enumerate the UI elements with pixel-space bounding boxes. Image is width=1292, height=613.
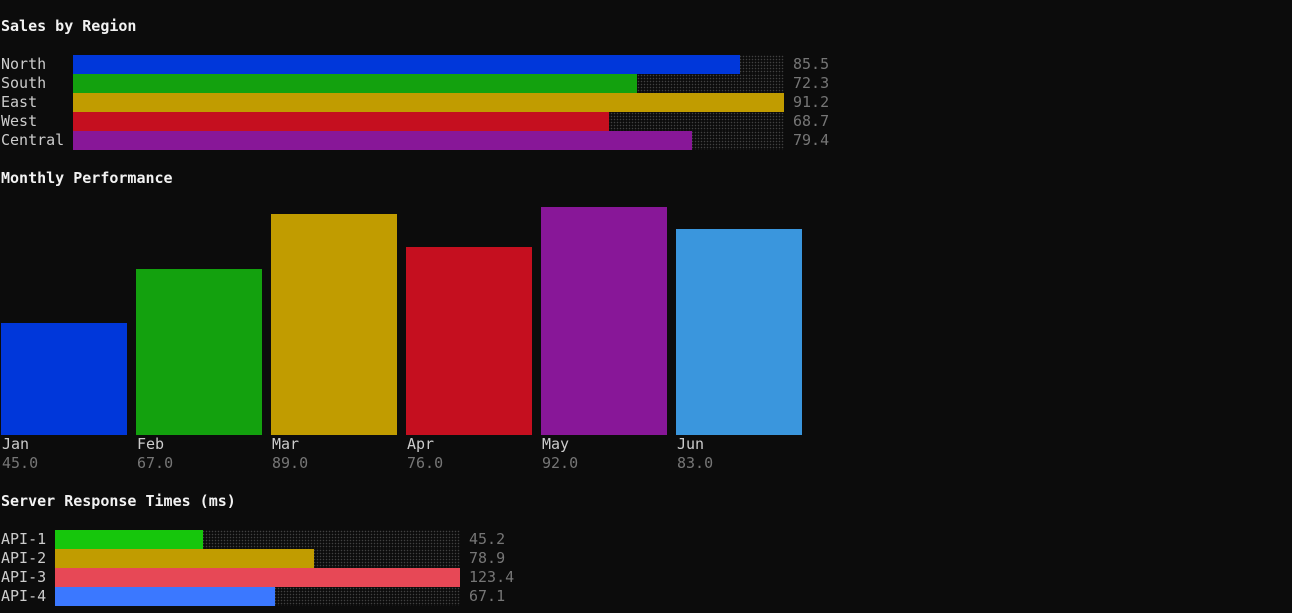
category-label: North bbox=[1, 55, 47, 73]
bar-track bbox=[73, 74, 784, 93]
category-label: South bbox=[1, 74, 47, 92]
bar-row-west: West 68.7 bbox=[0, 112, 864, 131]
bar-track bbox=[73, 131, 784, 150]
bar-row-api-3: API-3 123.4 bbox=[0, 568, 540, 587]
category-label: API-3 bbox=[1, 568, 47, 586]
value-label-apr: 76.0 bbox=[407, 454, 444, 472]
bar-jan bbox=[1, 323, 127, 435]
bar-south bbox=[73, 74, 637, 93]
bar-row-north: North 85.5 bbox=[0, 55, 864, 74]
bar-row-api-2: API-2 78.9 bbox=[0, 549, 540, 568]
category-label-apr: Apr bbox=[407, 435, 435, 453]
bar-track bbox=[55, 587, 460, 606]
value-label-mar: 89.0 bbox=[272, 454, 309, 472]
bar-north bbox=[73, 55, 740, 74]
value-label: 67.1 bbox=[469, 587, 506, 605]
category-label: Central bbox=[1, 131, 65, 149]
value-label: 79.4 bbox=[793, 131, 830, 149]
bar-row-api-1: API-1 45.2 bbox=[0, 530, 540, 549]
sales-by-region-title: Sales by Region bbox=[1, 17, 137, 35]
bar-api-3 bbox=[55, 568, 460, 587]
bar-central bbox=[73, 131, 692, 150]
bar-track bbox=[73, 112, 784, 131]
value-label: 123.4 bbox=[469, 568, 515, 586]
bar-track bbox=[55, 530, 460, 549]
bar-api-1 bbox=[55, 530, 204, 549]
bar-track bbox=[73, 93, 784, 112]
category-label-mar: Mar bbox=[272, 435, 300, 453]
category-label: API-4 bbox=[1, 587, 47, 605]
value-label: 91.2 bbox=[793, 93, 830, 111]
category-label-jan: Jan bbox=[2, 435, 30, 453]
value-label: 85.5 bbox=[793, 55, 830, 73]
category-label: West bbox=[1, 112, 38, 130]
value-label-jan: 45.0 bbox=[2, 454, 39, 472]
bar-api-4 bbox=[55, 587, 276, 606]
bar-track bbox=[73, 55, 784, 74]
bar-apr bbox=[406, 246, 532, 435]
category-label: East bbox=[1, 93, 38, 111]
category-label-feb: Feb bbox=[137, 435, 165, 453]
bar-may bbox=[541, 207, 667, 435]
value-label: 45.2 bbox=[469, 530, 506, 548]
bar-row-central: Central 79.4 bbox=[0, 131, 864, 150]
bar-feb bbox=[136, 268, 262, 435]
value-label: 78.9 bbox=[469, 549, 506, 567]
bar-track bbox=[55, 568, 460, 587]
bar-jun bbox=[676, 229, 802, 435]
bar-row-api-4: API-4 67.1 bbox=[0, 587, 540, 606]
bar-west bbox=[73, 112, 609, 131]
monthly-performance-title: Monthly Performance bbox=[1, 169, 173, 187]
bar-track bbox=[55, 549, 460, 568]
value-label: 72.3 bbox=[793, 74, 830, 92]
value-label: 68.7 bbox=[793, 112, 830, 130]
server-response-times-title: Server Response Times (ms) bbox=[1, 492, 236, 510]
bar-api-2 bbox=[55, 549, 314, 568]
value-label-may: 92.0 bbox=[542, 454, 579, 472]
bar-mar bbox=[271, 214, 397, 435]
bar-east bbox=[73, 93, 784, 112]
category-label: API-2 bbox=[1, 549, 47, 567]
category-label-may: May bbox=[542, 435, 570, 453]
bar-row-east: East 91.2 bbox=[0, 93, 864, 112]
category-label-jun: Jun bbox=[677, 435, 705, 453]
category-label: API-1 bbox=[1, 530, 47, 548]
bar-row-south: South 72.3 bbox=[0, 74, 864, 93]
value-label-feb: 67.0 bbox=[137, 454, 174, 472]
value-label-jun: 83.0 bbox=[677, 454, 714, 472]
